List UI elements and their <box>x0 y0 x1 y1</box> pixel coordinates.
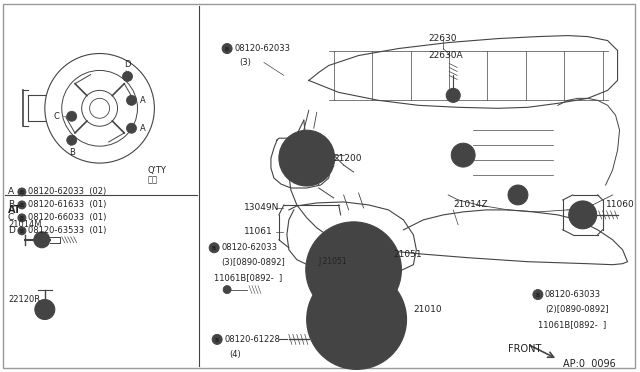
Text: C: C <box>54 112 60 121</box>
FancyBboxPatch shape <box>3 4 634 368</box>
Text: Q'TY: Q'TY <box>147 166 166 174</box>
Text: 08120-61228: 08120-61228 <box>224 335 280 344</box>
Circle shape <box>334 332 344 342</box>
Text: FRONT: FRONT <box>508 344 541 355</box>
Text: 21014Z: 21014Z <box>453 201 488 209</box>
Text: B: B <box>19 190 24 195</box>
Text: 11060: 11060 <box>605 201 634 209</box>
Circle shape <box>67 111 77 121</box>
Text: 11061B[0892-  ]: 11061B[0892- ] <box>214 273 282 282</box>
Text: J 21051: J 21051 <box>319 257 348 266</box>
Text: B: B <box>214 338 219 343</box>
Circle shape <box>508 185 528 205</box>
Text: B: B <box>19 203 24 208</box>
Circle shape <box>209 243 219 253</box>
Text: AP:0  0096: AP:0 0096 <box>563 359 616 369</box>
Text: B: B <box>536 293 540 298</box>
Circle shape <box>67 135 77 145</box>
Text: D: D <box>8 226 15 235</box>
Circle shape <box>18 214 26 222</box>
Text: 数量: 数量 <box>147 176 157 185</box>
Text: 21010: 21010 <box>413 305 442 314</box>
Text: AT: AT <box>8 205 22 215</box>
Text: B: B <box>212 246 216 251</box>
Text: 11061: 11061 <box>244 227 273 236</box>
Circle shape <box>287 138 326 178</box>
Text: B: B <box>19 217 24 221</box>
Text: 22630A: 22630A <box>428 51 463 60</box>
Circle shape <box>316 232 392 308</box>
Text: (4): (4) <box>229 350 241 359</box>
Text: 08120-61633  (01): 08120-61633 (01) <box>28 201 106 209</box>
Text: 21014M: 21014M <box>8 220 42 230</box>
Text: 21051: 21051 <box>394 250 422 259</box>
Text: (2)[0890-0892]: (2)[0890-0892] <box>545 305 609 314</box>
Circle shape <box>369 297 379 307</box>
Circle shape <box>18 227 26 235</box>
Text: B: B <box>19 229 24 234</box>
Circle shape <box>321 283 392 355</box>
Circle shape <box>369 332 379 342</box>
Circle shape <box>222 44 232 54</box>
Text: B: B <box>8 201 14 209</box>
Circle shape <box>307 270 406 369</box>
Circle shape <box>35 299 55 320</box>
Text: 13049N: 13049N <box>244 203 280 212</box>
Text: A: A <box>8 187 14 196</box>
Text: 08120-66033  (01): 08120-66033 (01) <box>28 214 106 222</box>
Circle shape <box>122 71 132 81</box>
Circle shape <box>127 95 136 105</box>
Text: B: B <box>225 47 229 52</box>
Circle shape <box>212 334 222 344</box>
Text: (3)[0890-0892]: (3)[0890-0892] <box>221 258 285 267</box>
Text: 08120-62033: 08120-62033 <box>221 243 277 252</box>
Text: A: A <box>140 96 145 105</box>
Text: A: A <box>140 124 145 133</box>
Text: 08120-63533  (01): 08120-63533 (01) <box>28 226 106 235</box>
Text: 22120R: 22120R <box>8 295 40 304</box>
Circle shape <box>18 201 26 209</box>
Text: 22630: 22630 <box>428 34 457 43</box>
Text: 21200: 21200 <box>333 154 362 163</box>
Circle shape <box>40 305 50 314</box>
Text: 08120-62033  (02): 08120-62033 (02) <box>28 187 106 196</box>
Text: C: C <box>8 214 14 222</box>
Circle shape <box>533 289 543 299</box>
Circle shape <box>279 130 335 186</box>
Circle shape <box>446 89 460 102</box>
Text: B: B <box>68 148 75 157</box>
Circle shape <box>223 286 231 294</box>
Circle shape <box>18 188 26 196</box>
Circle shape <box>451 143 475 167</box>
Text: 08120-63033: 08120-63033 <box>545 290 601 299</box>
Circle shape <box>306 222 401 317</box>
Text: 08120-62033: 08120-62033 <box>234 44 290 53</box>
Circle shape <box>569 201 596 229</box>
Circle shape <box>127 123 136 133</box>
Circle shape <box>575 207 591 223</box>
Text: 11061B[0892-  ]: 11061B[0892- ] <box>538 320 606 329</box>
Circle shape <box>34 232 50 248</box>
Text: (3): (3) <box>239 58 251 67</box>
Text: D: D <box>125 60 131 69</box>
Circle shape <box>334 297 344 307</box>
